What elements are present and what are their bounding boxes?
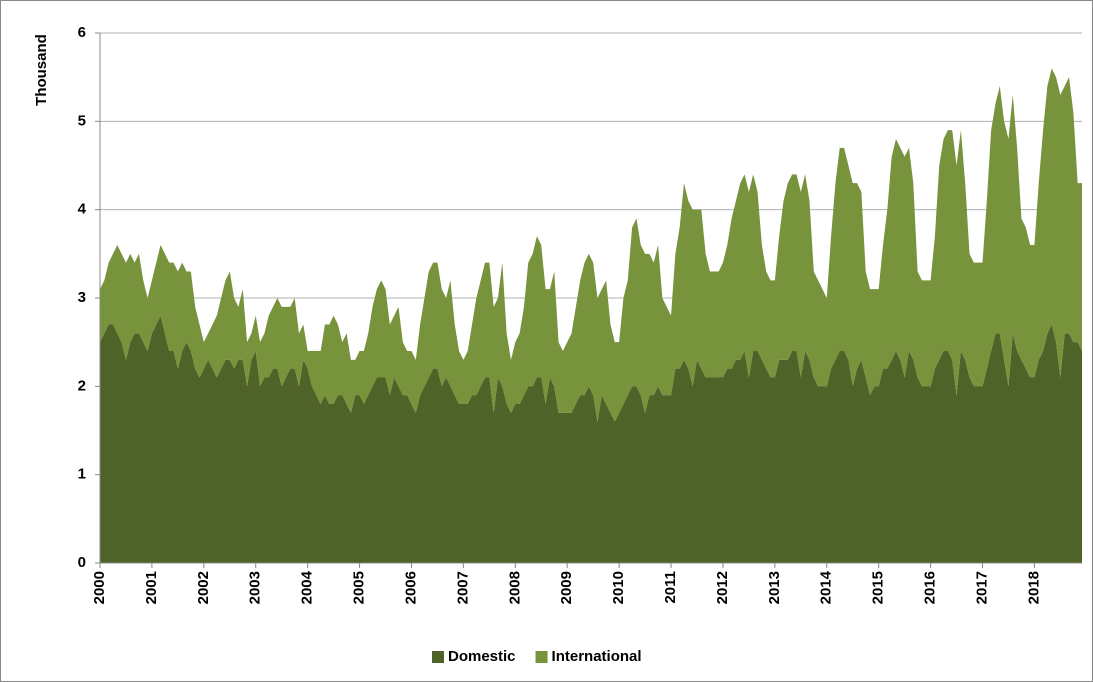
x-tick-label: 2004 [299, 570, 316, 604]
x-tick-label: 2009 [558, 571, 575, 604]
x-tick-label: 2003 [247, 571, 264, 604]
x-tick-label: 2016 [922, 571, 939, 604]
x-tick-label: 2008 [506, 571, 523, 604]
x-tick-label: 2010 [610, 571, 627, 604]
legend-swatch [535, 651, 548, 663]
x-tick-label: 2013 [766, 571, 783, 604]
y-tick-label: 3 [78, 289, 86, 306]
x-tick-label: 2001 [143, 571, 160, 604]
y-tick-label: 2 [78, 377, 86, 394]
x-tick-label: 2006 [402, 571, 419, 604]
x-tick-label: 2002 [195, 571, 212, 604]
legend-label: Domestic [448, 648, 516, 665]
area [100, 68, 1082, 422]
legend-label: International [552, 648, 642, 665]
x-tick-label: 2017 [973, 571, 990, 604]
legend-swatch [432, 651, 444, 663]
x-tick-label: 2012 [714, 571, 731, 604]
x-tick-label: 2000 [91, 571, 108, 604]
y-tick-label: 1 [78, 466, 86, 483]
x-tick-label: 2014 [818, 570, 835, 604]
x-tick-label: 2005 [351, 571, 368, 604]
x-tick-label: 2011 [662, 571, 679, 604]
y-tick-label: 4 [78, 201, 87, 218]
y-tick-label: 0 [78, 554, 86, 571]
y-tick-label: 6 [78, 24, 86, 41]
y-tick-label: 5 [78, 112, 86, 129]
area [100, 315, 1082, 563]
x-tick-label: 2007 [454, 571, 471, 604]
x-tick-label: 2015 [870, 571, 887, 604]
x-tick-label: 2018 [1025, 571, 1042, 604]
y-axis-label: Thousand [33, 34, 50, 106]
